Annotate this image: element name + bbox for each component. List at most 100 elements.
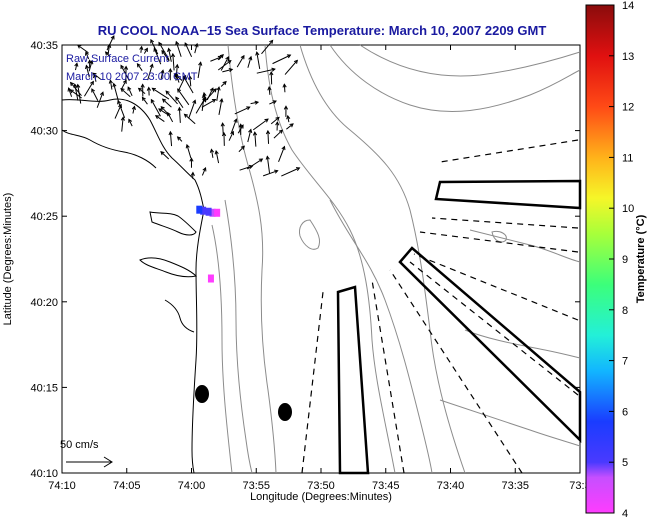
current-vector-head — [227, 60, 232, 65]
current-vector-head — [198, 61, 203, 66]
current-vector-head — [211, 98, 217, 103]
current-vector-head — [120, 116, 125, 121]
current-vector — [177, 88, 190, 106]
current-vector-head — [192, 99, 197, 104]
current-vector-head — [174, 63, 180, 69]
current-vector — [266, 156, 271, 174]
current-vector — [150, 99, 161, 117]
current-vector — [228, 131, 234, 141]
sst-pixel — [207, 274, 214, 283]
current-vector-head — [160, 69, 165, 74]
sst-pixel — [214, 208, 221, 217]
current-vector — [93, 74, 97, 82]
annotation-line-2: March 10 2007 23:00 GMT — [66, 71, 198, 83]
current-vector — [215, 150, 220, 164]
x-tick-label: 73:40 — [437, 480, 465, 492]
y-tick-label: 40:30 — [30, 126, 58, 138]
current-vector — [286, 123, 294, 130]
current-vector-head — [84, 51, 89, 56]
current-vector — [68, 87, 73, 97]
current-vector — [261, 40, 274, 55]
current-vector — [254, 132, 257, 147]
colorbar-tick-label: 14 — [622, 0, 634, 12]
current-vector-head — [85, 64, 90, 70]
current-vector — [270, 117, 280, 125]
current-vector-head — [120, 64, 125, 69]
current-vector-head — [144, 47, 148, 52]
current-vector-head — [289, 123, 294, 128]
current-vector-head — [131, 105, 136, 110]
current-vector-head — [209, 148, 215, 153]
current-vector — [83, 81, 94, 97]
colorbar-tick-label: 12 — [622, 102, 634, 114]
y-axis-ticks: 40:10 40:15 40:20 40:25 40:30 40:35 — [30, 40, 580, 480]
x-tick-label: 73:35 — [501, 480, 529, 492]
x-tick-label: 73:50 — [307, 480, 335, 492]
current-vector — [152, 87, 170, 100]
current-vector — [147, 64, 153, 81]
current-vector-head — [252, 131, 258, 136]
current-vector-head — [248, 128, 253, 134]
current-vector-head — [233, 118, 238, 123]
current-vector — [238, 145, 245, 153]
current-vector-head — [286, 114, 291, 120]
current-vector-head — [187, 75, 193, 80]
current-vector — [272, 54, 291, 65]
current-vector — [92, 72, 101, 80]
current-vector-head — [76, 44, 82, 49]
current-vector-head — [271, 67, 276, 72]
current-vector-head — [225, 56, 229, 61]
current-vector-head — [175, 40, 180, 46]
current-vector-head — [286, 54, 292, 59]
current-vector — [197, 62, 202, 79]
current-vector-head — [90, 80, 94, 86]
current-vector-head — [265, 155, 270, 160]
y-tick-label: 40:10 — [30, 468, 58, 480]
current-vector — [189, 76, 192, 87]
current-vector — [91, 88, 99, 101]
sst-pixels — [196, 205, 221, 283]
current-vector — [70, 89, 82, 99]
current-vector-head — [194, 42, 199, 48]
x-tick-label: 74:00 — [178, 480, 206, 492]
current-vector-head — [219, 97, 224, 103]
current-vector-head — [141, 96, 146, 101]
current-vector-head — [209, 87, 214, 92]
x-tick-label: 74:10 — [48, 480, 76, 492]
radial-dashed-lines — [301, 139, 579, 474]
current-vector — [184, 113, 196, 125]
current-vector — [236, 55, 245, 68]
current-vector-head — [110, 35, 115, 40]
current-vector-head — [161, 98, 167, 103]
current-vector-head — [239, 124, 244, 129]
current-vector — [218, 98, 223, 115]
current-vector-head — [87, 59, 92, 64]
current-vector — [256, 68, 275, 74]
current-vector-head — [149, 63, 154, 68]
current-vector — [234, 106, 250, 115]
current-vector-head — [120, 87, 125, 93]
current-vector-head — [184, 42, 189, 47]
current-vector — [121, 80, 127, 89]
current-vector — [220, 56, 229, 71]
colorbar-tick-label: 8 — [622, 305, 628, 317]
current-vector-head — [269, 70, 274, 76]
scale-label: 50 cm/s — [60, 439, 99, 451]
survey-boxes — [336, 179, 582, 475]
plot-frame — [61, 44, 581, 474]
current-vector-head — [220, 122, 225, 127]
current-vector-head — [69, 89, 74, 94]
current-vector-head — [137, 87, 143, 92]
current-vector — [120, 65, 130, 82]
current-vector-head — [272, 100, 277, 105]
current-vector — [106, 35, 115, 51]
current-vector — [121, 117, 124, 132]
current-vector-head — [112, 82, 117, 88]
current-vector-head — [158, 41, 163, 47]
current-vector — [167, 112, 174, 123]
current-vector — [183, 75, 194, 94]
current-vector-head — [99, 91, 104, 96]
current-vector — [222, 123, 224, 135]
current-vector-head — [123, 65, 129, 70]
current-vector-head — [160, 151, 165, 156]
